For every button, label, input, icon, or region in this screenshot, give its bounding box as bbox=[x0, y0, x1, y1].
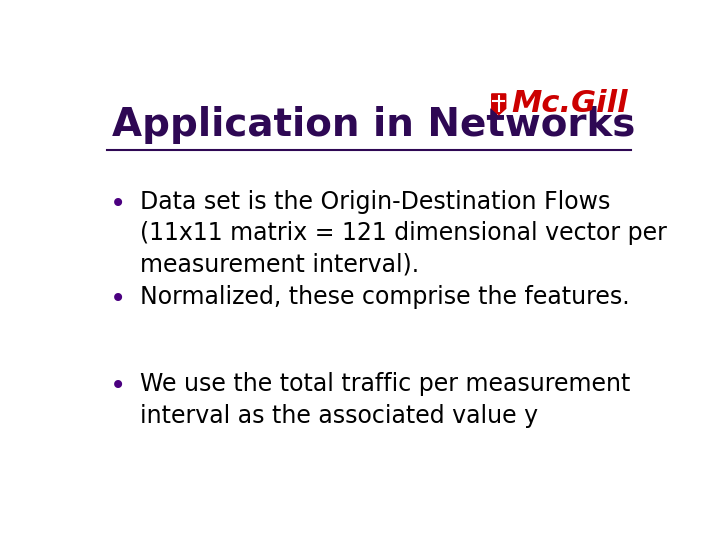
Text: •: • bbox=[109, 190, 126, 218]
Text: Mc.Gill: Mc.Gill bbox=[511, 89, 628, 118]
Text: •: • bbox=[109, 285, 126, 313]
Text: Application in Networks: Application in Networks bbox=[112, 106, 636, 144]
Text: Data set is the Origin-Destination Flows
(11x11 matrix = 121 dimensional vector : Data set is the Origin-Destination Flows… bbox=[140, 190, 667, 276]
Text: Normalized, these comprise the features.: Normalized, these comprise the features. bbox=[140, 285, 630, 309]
Text: We use the total traffic per measurement
interval as the associated value y: We use the total traffic per measurement… bbox=[140, 373, 631, 428]
Polygon shape bbox=[492, 94, 505, 114]
Text: •: • bbox=[109, 373, 126, 401]
